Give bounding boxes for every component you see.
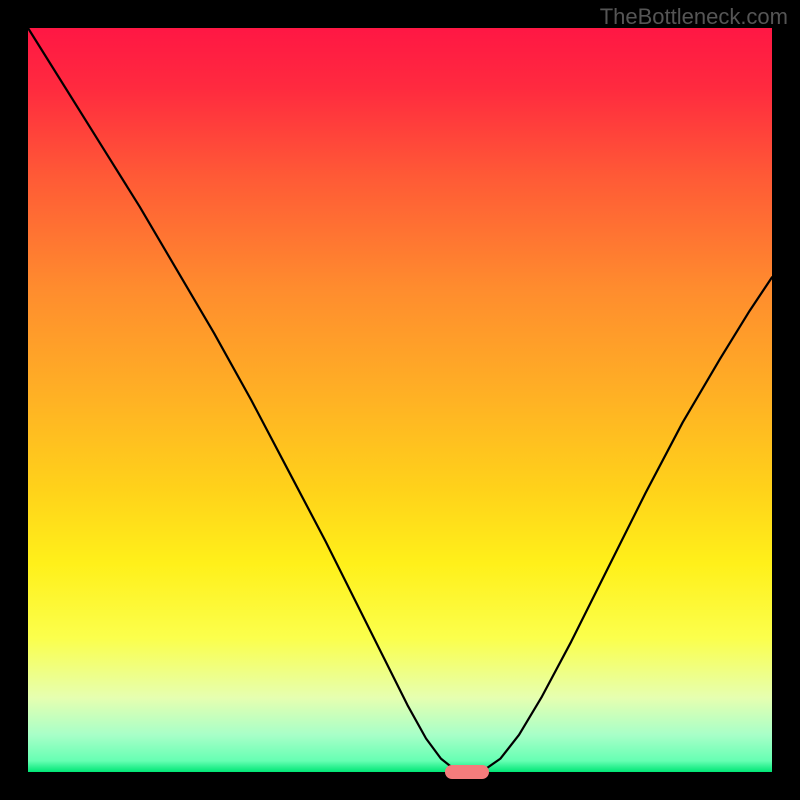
watermark-text: TheBottleneck.com [600,4,788,30]
plot-area [28,28,772,772]
bottleneck-curve [28,28,772,772]
optimal-marker [445,765,489,779]
curve-svg [28,28,772,772]
chart-container: { "watermark": { "text": "TheBottleneck.… [0,0,800,800]
